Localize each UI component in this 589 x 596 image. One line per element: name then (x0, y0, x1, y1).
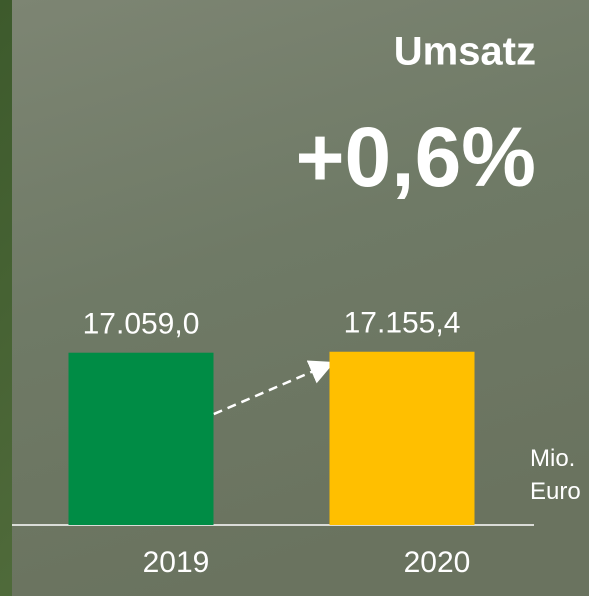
bar (68, 352, 214, 525)
x-tick-label: 2019 (143, 546, 210, 579)
chart-title: Umsatz (394, 30, 536, 74)
unit-label: Mio. Euro (530, 445, 582, 505)
unit-label-line: Mio. (530, 445, 582, 472)
bar (329, 351, 475, 525)
trend-arrow (199, 360, 335, 422)
change-annotation: +0,6% (295, 110, 536, 204)
x-tick-label: 2020 (404, 546, 471, 579)
value-label: 17.155,4 (344, 307, 461, 340)
unit-label-line: Euro (530, 478, 581, 505)
value-label: 17.059,0 (83, 308, 200, 341)
